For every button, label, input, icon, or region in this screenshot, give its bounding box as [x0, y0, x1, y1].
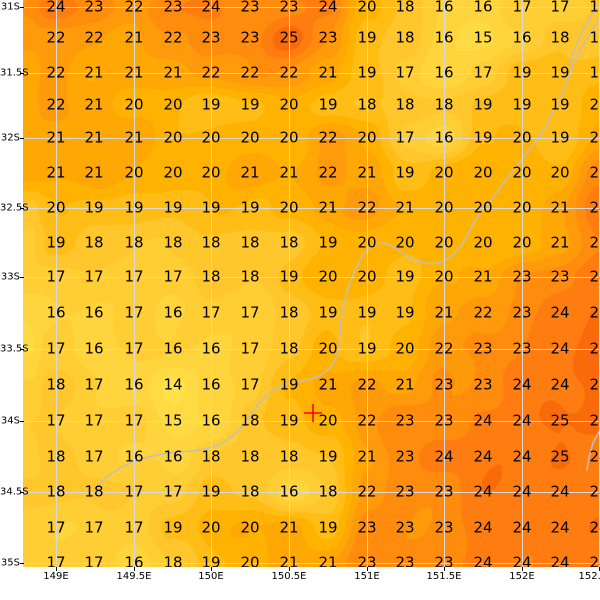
x-axis-tick-mark — [367, 567, 368, 571]
y-axis-tick-label: 32S — [0, 132, 20, 144]
x-axis-tick-label: 150.5E — [271, 571, 307, 582]
x-axis-tick-mark — [444, 567, 445, 571]
y-axis-tick-label: 34S — [0, 415, 20, 427]
x-axis-tick-label: 151E — [354, 571, 380, 582]
x-axis-tick-label: 149.5E — [116, 571, 152, 582]
y-axis-tick-mark — [20, 349, 24, 350]
y-axis-tick-label: 31S — [0, 1, 20, 13]
y-axis-tick-label: 32.5S — [0, 202, 29, 214]
coastline-path-branch — [586, 429, 600, 471]
y-axis-tick-label: 35S — [0, 557, 20, 569]
x-axis-tick-label: 151.5E — [426, 571, 462, 582]
x-axis-tick-label: 152.5E — [578, 571, 600, 582]
x-axis-tick-label: 152E — [509, 571, 535, 582]
y-axis-tick-label: 31.5S — [0, 67, 29, 79]
y-axis-tick-label: 33S — [0, 271, 20, 283]
y-axis-tick-mark — [20, 73, 24, 74]
x-axis-tick-mark — [522, 567, 523, 571]
y-axis-tick-mark — [20, 563, 24, 564]
x-axis-tick-label: 150E — [198, 571, 224, 582]
plot-area[interactable]: 2423222324232324201816161717182222212223… — [23, 0, 600, 567]
y-axis-tick-label: 33.5S — [0, 343, 29, 355]
y-axis-tick-label: 34.5S — [0, 486, 29, 498]
x-axis-tick-mark — [56, 567, 57, 571]
gridlines-overlay — [23, 0, 600, 567]
x-axis-tick-label: 149E — [43, 571, 69, 582]
coastline-path — [94, 17, 600, 489]
y-axis-tick-mark — [20, 7, 24, 8]
coastline-overlay — [94, 3, 600, 489]
x-axis-tick-mark — [289, 567, 290, 571]
y-axis-tick-mark — [20, 277, 24, 278]
y-axis-tick-mark — [20, 421, 24, 422]
temperature-field-raster — [23, 0, 600, 567]
y-axis-tick-mark — [20, 492, 24, 493]
y-axis-tick-mark — [20, 208, 24, 209]
y-axis-tick-mark — [20, 138, 24, 139]
x-axis-tick-mark — [211, 567, 212, 571]
coastline-path-secondary — [568, 3, 600, 67]
x-axis-tick-mark — [134, 567, 135, 571]
